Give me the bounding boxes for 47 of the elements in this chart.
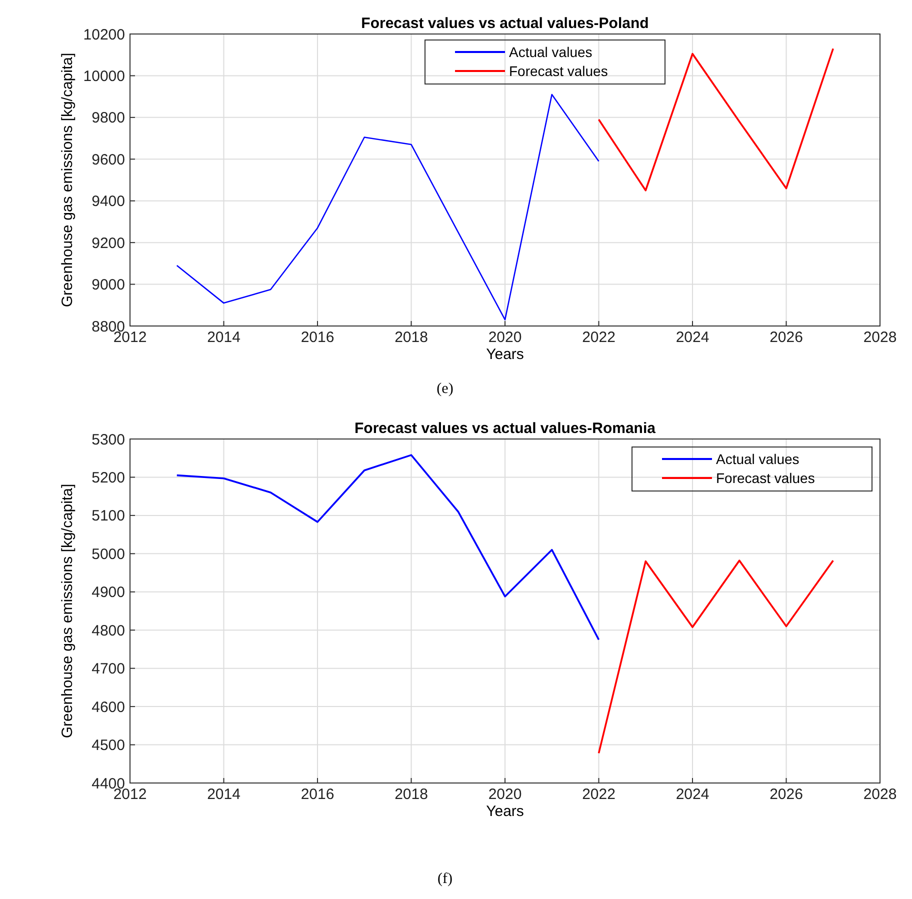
x-tick-label: 2028 (863, 329, 897, 346)
x-tick-label: 2016 (300, 329, 334, 346)
x-tick-label: 2022 (582, 786, 616, 803)
x-tick-label: 2018 (394, 329, 428, 346)
chart-title: Forecast values vs actual values-Poland (361, 15, 649, 32)
line-series (176, 94, 600, 320)
y-tick-label: 9800 (92, 110, 125, 127)
y-axis-title: Greenhouse gas emissions [kg/capita] (59, 484, 76, 738)
y-tick-label: 4600 (92, 698, 125, 716)
x-tick-label: 2016 (300, 786, 334, 803)
x-tick-label: 2014 (207, 786, 240, 803)
x-tick-label: 2024 (676, 786, 710, 803)
x-axis-title: Years (486, 803, 524, 820)
text: (f) (438, 871, 452, 887)
line-series (176, 454, 600, 641)
legend-label: Forecast values (509, 62, 608, 79)
legend-label: Forecast values (716, 470, 815, 486)
x-tick-label: 2020 (488, 786, 522, 803)
legend-label: Actual values (509, 44, 592, 60)
y-tick-label: 4500 (92, 737, 125, 754)
x-axis-title: Years (486, 346, 524, 363)
x-tick-label: 2026 (770, 786, 803, 803)
y-tick-label: 9400 (92, 193, 125, 210)
line-series (598, 560, 834, 754)
x-tick-label: 2020 (488, 329, 522, 346)
y-tick-label: 4900 (92, 584, 125, 602)
x-tick-label: 2018 (394, 786, 428, 803)
y-tick-label: 4700 (92, 660, 125, 678)
text: (e) (436, 381, 454, 397)
y-tick-label: 10000 (83, 68, 125, 85)
y-tick-label: 9000 (92, 276, 125, 294)
x-tick-label: 2028 (863, 786, 897, 803)
y-axis-title: Greenhouse gas emissions [kg/capita] (59, 52, 76, 308)
y-tick-label: 5000 (92, 546, 125, 563)
y-tick-label: 5100 (92, 508, 125, 525)
y-tick-label: 5200 (92, 469, 125, 486)
x-tick-label: 2014 (207, 329, 240, 346)
x-tick-label: 2026 (770, 329, 803, 346)
y-tick-label: 4800 (92, 622, 125, 640)
x-tick-label: 2024 (676, 329, 710, 346)
y-tick-label: 10200 (83, 26, 125, 44)
legend-label: Actual values (716, 450, 800, 467)
y-tick-label: 9600 (92, 151, 125, 168)
y-tick-label: 5300 (92, 431, 125, 448)
x-tick-label: 2022 (582, 329, 616, 346)
chart-title: Forecast values vs actual values-Romania (354, 420, 656, 437)
y-tick-label: 9200 (92, 234, 125, 252)
